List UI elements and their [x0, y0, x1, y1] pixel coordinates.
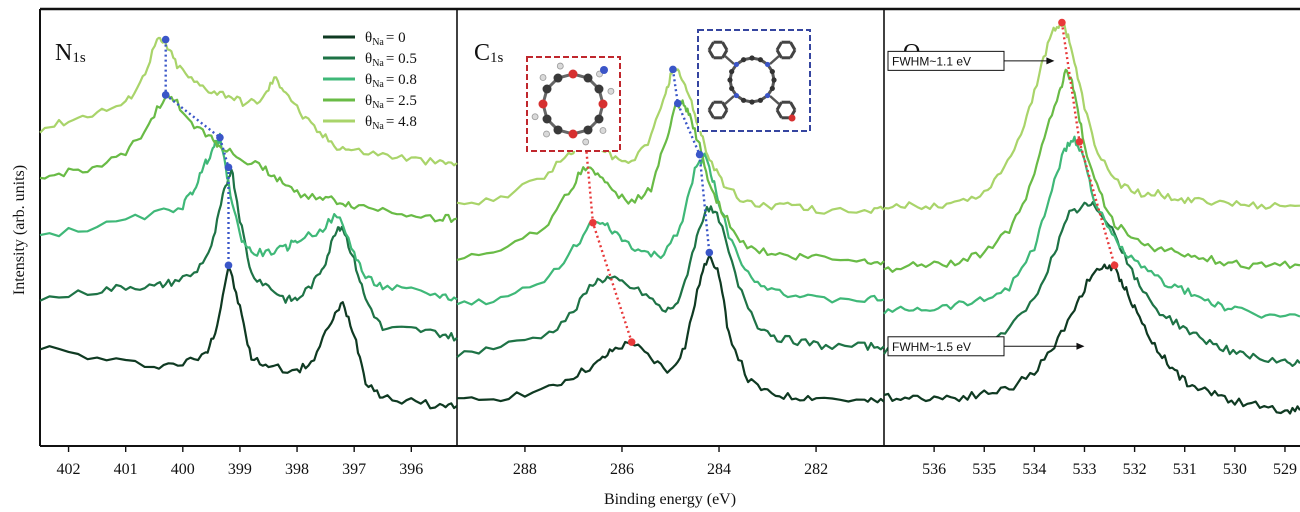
series-line-p0-s2	[39, 132, 458, 302]
x-tick-label-p2-5: 531	[1173, 461, 1197, 478]
x-axis-title: Binding energy (eV)	[604, 491, 736, 508]
x-tick-label-p0-3: 399	[228, 461, 252, 478]
x-tick-label-p2-0: 536	[922, 461, 946, 478]
series-line-p1-s1	[456, 205, 885, 359]
series-line-p0-s0	[39, 265, 458, 410]
x-tick-label-p0-2: 400	[171, 461, 195, 478]
peak-lines-layer	[161, 18, 1119, 346]
series-line-p0-s1	[39, 168, 458, 342]
annotation-arrowhead-1	[1076, 342, 1085, 350]
peak-marker-p2-0-2	[1110, 261, 1119, 270]
annotation-label-1: FWHM~1.5 eV	[892, 340, 971, 354]
peak-marker-p1-1-2	[695, 150, 704, 159]
peak-shift-line-p1-0	[584, 141, 633, 343]
peak-shift-line-p0-0	[164, 39, 230, 266]
legend-label-0: θNa = 0	[365, 30, 406, 48]
series-line-p2-s2	[883, 135, 1300, 319]
x-tick-label-p2-2: 534	[1022, 461, 1046, 478]
peak-marker-p0-0-1	[161, 91, 170, 99]
annotation-label-0: FWHM~1.1 eV	[892, 54, 971, 68]
x-tick-label-p2-3: 533	[1072, 461, 1096, 478]
peak-marker-p2-0-0	[1058, 18, 1066, 27]
peak-marker-p1-1-3	[705, 248, 714, 257]
peak-marker-p2-0-1	[1075, 138, 1084, 146]
annotations: FWHM~1.1 eV FWHM~1.5 eV	[887, 50, 1085, 357]
x-tick-label-p1-1: 286	[610, 461, 634, 478]
x-tick-label-p0-5: 397	[342, 461, 366, 478]
series-line-p2-s3	[883, 68, 1300, 273]
series-line-p1-s2	[456, 152, 885, 306]
x-tick-label-p2-6: 530	[1223, 461, 1247, 478]
peak-marker-p1-1-0	[669, 65, 677, 74]
peak-marker-p0-0-4	[224, 261, 233, 270]
x-tick-label-p0-6: 396	[399, 461, 423, 478]
porphyrin-molecule-icon	[697, 29, 811, 132]
y-axis-title: Intensity (arb. units)	[11, 165, 28, 295]
series-line-p1-s4	[456, 66, 885, 215]
peak-marker-p0-0-2	[216, 133, 224, 142]
series-line-p1-s3	[456, 99, 885, 266]
x-tick-label-p2-4: 532	[1123, 461, 1147, 478]
series-line-p0-s4	[39, 36, 458, 167]
peak-marker-p0-0-3	[224, 163, 233, 172]
x-tick-label-p1-2: 284	[707, 461, 731, 478]
x-tick-label-p2-1: 535	[972, 461, 996, 478]
x-tick-label-p2-7: 529	[1273, 461, 1297, 478]
legend-label-2: θNa = 0.8	[365, 72, 417, 90]
x-tick-label-p1-3: 282	[804, 461, 828, 478]
legend-label-3: θNa = 2.5	[365, 93, 417, 111]
x-tick-label-p0-0: 402	[57, 461, 81, 478]
peak-marker-p1-0-2	[627, 338, 636, 346]
legend-label-1: θNa = 0.5	[365, 51, 417, 69]
series-line-p1-s0	[456, 254, 885, 404]
peak-marker-p1-1-1	[673, 99, 682, 108]
x-tick-label-p0-1: 401	[114, 461, 138, 478]
panel-title-n1s: N1s	[55, 40, 86, 66]
peak-marker-p1-0-1	[589, 218, 597, 227]
series-line-p2-s4	[883, 22, 1300, 211]
legend-label-4: θNa = 4.8	[365, 114, 417, 132]
curves-layer	[39, 22, 1300, 415]
x-tick-label-p1-0: 288	[513, 461, 537, 478]
panel-title-c1s: C1s	[474, 40, 504, 66]
ticks-layer: 402 401 400 399 398 397 396 288 286 284 282 536 535 5…	[57, 446, 1297, 478]
x-tick-label-p0-4: 398	[285, 461, 309, 478]
legend: θNa = 0 θNa = 0.5 θNa = 0.8 θNa = 2.5 θNa = 4.8	[323, 30, 417, 132]
annotation-arrowhead-0	[1046, 57, 1055, 65]
peak-marker-p0-0-0	[161, 35, 170, 44]
series-line-p0-s3	[39, 91, 458, 223]
crown-ether-molecule-icon	[526, 56, 621, 152]
